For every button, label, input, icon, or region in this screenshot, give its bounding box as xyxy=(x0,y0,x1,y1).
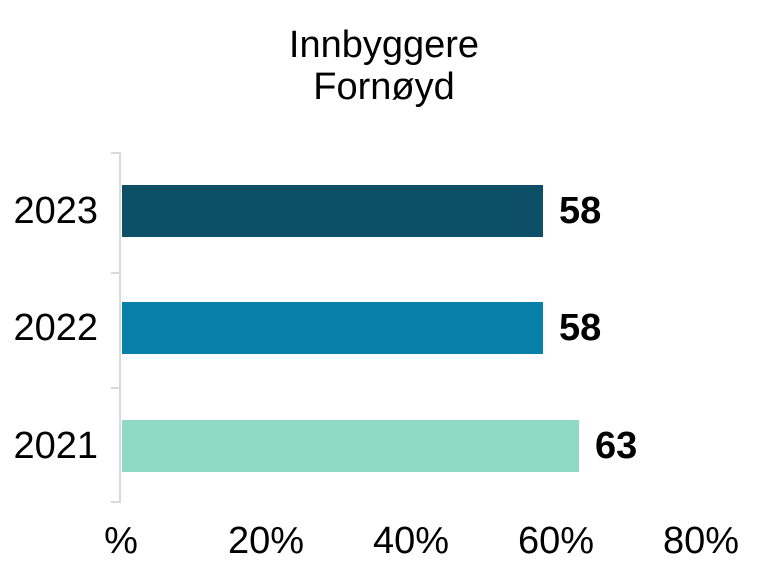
axis-tick xyxy=(111,272,120,274)
x-tick-label-20: 20% xyxy=(227,520,305,562)
bar-2023 xyxy=(122,185,543,237)
value-label-2021: 63 xyxy=(595,425,638,467)
x-tick-label-0: % xyxy=(104,520,138,562)
axis-tick xyxy=(111,501,120,503)
x-tick-label-80: 80% xyxy=(662,520,740,562)
x-tick-label-40: 40% xyxy=(372,520,450,562)
y-axis-line xyxy=(119,152,121,503)
chart-title-line-1: Innbyggere xyxy=(288,24,480,66)
x-tick-label-60: 60% xyxy=(517,520,595,562)
chart-title: Innbyggere Fornøyd xyxy=(0,24,768,108)
value-label-2023: 58 xyxy=(559,190,602,232)
category-label-2021: 2021 xyxy=(13,425,98,467)
chart-title-line-2: Fornøyd xyxy=(313,66,455,108)
value-label-2022: 58 xyxy=(559,307,602,349)
bar-2022 xyxy=(122,302,543,354)
category-label-2022: 2022 xyxy=(13,307,98,349)
axis-tick xyxy=(111,387,120,389)
axis-tick xyxy=(111,152,120,154)
bar-2021 xyxy=(122,420,579,472)
category-label-2023: 2023 xyxy=(13,190,98,232)
